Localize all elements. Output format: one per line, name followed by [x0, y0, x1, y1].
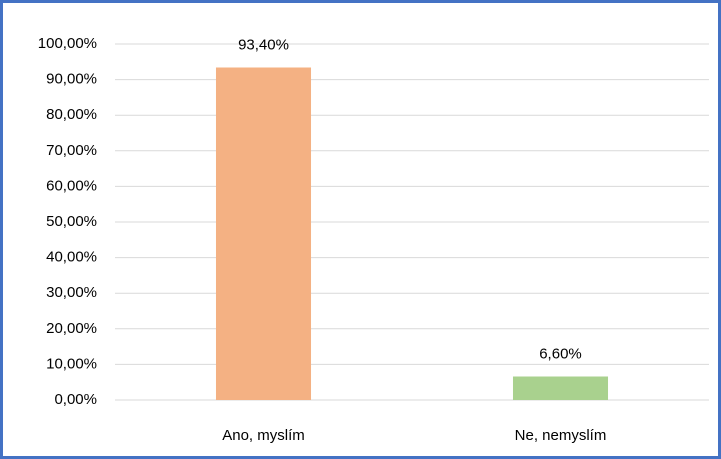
data-label: 93,40%: [238, 36, 289, 53]
y-tick-label: 0,00%: [54, 391, 97, 408]
y-tick-label: 50,00%: [46, 213, 97, 230]
data-label: 6,60%: [539, 345, 582, 362]
y-tick-label: 30,00%: [46, 284, 97, 301]
y-tick-label: 60,00%: [46, 177, 97, 194]
y-tick-label: 40,00%: [46, 249, 97, 266]
bar: [215, 67, 312, 400]
bar: [512, 376, 609, 400]
x-tick-label: Ano, myslím: [222, 427, 305, 444]
y-tick-label: 10,00%: [46, 355, 97, 372]
x-tick-label: Ne, nemyslím: [515, 427, 607, 444]
y-tick-label: 80,00%: [46, 106, 97, 123]
y-tick-label: 90,00%: [46, 71, 97, 88]
y-tick-label: 70,00%: [46, 142, 97, 159]
y-tick-label: 100,00%: [38, 35, 97, 52]
y-tick-label: 20,00%: [46, 320, 97, 337]
